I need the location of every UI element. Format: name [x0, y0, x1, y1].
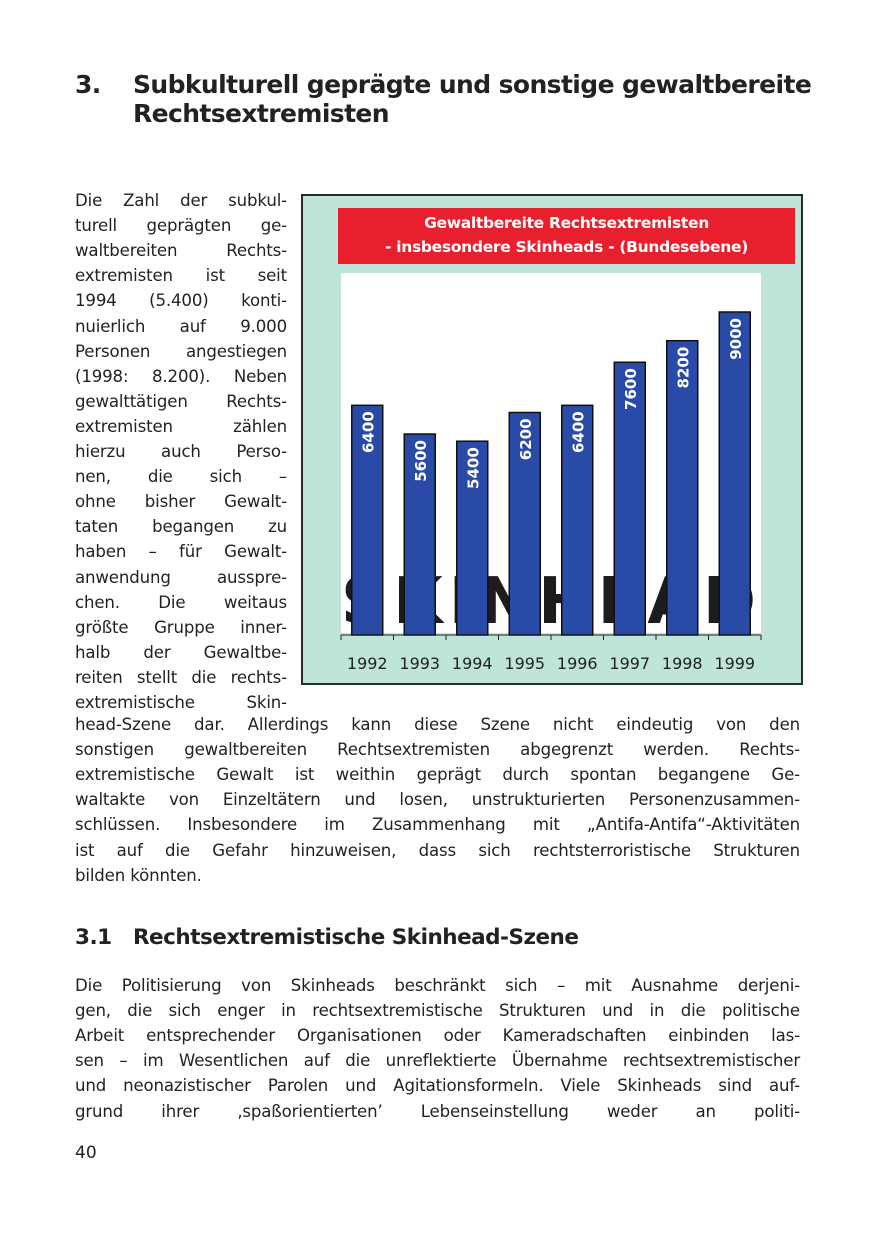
subsection-heading: 3.1 Rechtsextremistische Skinhead-Szene [75, 925, 579, 950]
bar-value-label: 6400 [359, 411, 377, 453]
bar-1995 [508, 411, 541, 636]
text-line: und neonazistischer Parolen und Agitatio… [75, 1076, 800, 1096]
subsection-title: Rechtsextremistische Skinhead-Szene [133, 925, 579, 950]
bar-value-label: 6400 [569, 411, 587, 453]
text-line: nuierlich auf 9.000 [75, 316, 287, 336]
text-line: 1994 (5.400) konti- [75, 291, 287, 311]
text-line: gen, die sich enger in rechtsextremistis… [75, 1001, 800, 1021]
bar-value-label: 6200 [517, 418, 535, 460]
text-line: extremisten zählen [75, 416, 287, 436]
chart-plot: 6400 1992 5600 1993 5400 1994 6200 1995 6400 1996… [340, 311, 762, 673]
bar-1997 [613, 361, 646, 636]
x-tick-label: 1992 [347, 654, 388, 673]
text-line: Die Politisierung von Skinheads beschrän… [75, 976, 800, 995]
text-line: (1998: 8.200). Neben [75, 366, 287, 386]
text-line: Die Zahl der subkul- [75, 191, 287, 210]
bar-value-label: 5600 [412, 440, 430, 482]
bar-chart: Gewaltbereite Rechtsextremisten - insbes… [301, 194, 803, 685]
text-line: taten begangen zu [75, 517, 287, 537]
section-title: Subkulturell geprägte und sonstige gewal… [133, 70, 812, 128]
text-line: waltbereiten Rechts- [75, 241, 287, 261]
text-line: haben – für Gewalt- [75, 542, 287, 562]
text-line: hierzu auch Perso- [75, 442, 287, 461]
chart-title: Gewaltbereite Rechtsextremisten - insbes… [338, 208, 795, 264]
text-line: reiten stellt die rechts- [75, 667, 287, 687]
text-line: waltakte von Einzeltätern und losen, uns… [75, 790, 800, 810]
text-line: halb der Gewaltbe- [75, 642, 287, 662]
text-line: nen, die sich – [75, 467, 287, 487]
text-line: sen – im Wesentlichen auf die unreflekti… [75, 1051, 800, 1071]
text-line: anwendung ausspre- [75, 567, 287, 587]
chart-title-line2: - insbesondere Skinheads - (Bundesebene) [384, 238, 748, 256]
x-tick-label: 1999 [714, 654, 755, 673]
text-line: extremisten ist seit [75, 266, 287, 286]
text-line: bilden könnten. [75, 865, 202, 885]
bar-1998 [666, 339, 699, 636]
text-line: größte Gruppe inner- [75, 617, 287, 637]
bar-1992 [351, 404, 384, 636]
text-line: Arbeit entsprechender Organisationen ode… [75, 1026, 800, 1046]
text-line: sonstigen gewaltbereiten Rechtsextremist… [75, 740, 800, 760]
bar-value-label: 7600 [622, 368, 640, 410]
section-number: 3. [75, 70, 101, 99]
chart-title-line1: Gewaltbereite Rechtsextremisten [424, 214, 709, 232]
text-line: ohne bisher Gewalt- [75, 492, 287, 512]
x-tick-label: 1994 [452, 654, 493, 673]
text-line: head-Szene dar. Allerdings kann diese Sz… [75, 715, 800, 734]
x-tick-label: 1996 [557, 654, 598, 673]
x-tick-label: 1997 [609, 654, 650, 673]
text-line: extremistische Gewalt ist weithin gepräg… [75, 765, 800, 785]
bar-value-label: 5400 [464, 447, 482, 489]
bar-1994 [456, 440, 489, 636]
x-tick-label: 1995 [504, 654, 545, 673]
subsection-number: 3.1 [75, 925, 112, 950]
bar-value-label: 8200 [674, 347, 692, 389]
text-line: grund ihrer ‚spaßorientierten’ Lebensein… [75, 1101, 800, 1121]
text-line: ist auf die Gefahr hinzuweisen, dass sic… [75, 840, 800, 860]
x-tick-label: 1993 [399, 654, 440, 673]
page-number: 40 [75, 1143, 97, 1163]
text-line: turell geprägten ge- [75, 216, 287, 236]
bar-value-label: 9000 [727, 318, 745, 360]
bar-1999 [718, 311, 751, 636]
text-line: schlüssen. Insbesondere im Zusammenhang … [75, 815, 800, 835]
text-line: extremistische Skin- [75, 693, 287, 712]
text-line: Personen angestiegen [75, 341, 287, 361]
x-tick-label: 1998 [662, 654, 703, 673]
bar-1996 [561, 404, 594, 636]
text-line: gewalttätigen Rechts- [75, 391, 287, 411]
bar-1993 [403, 433, 436, 636]
text-line: chen. Die weitaus [75, 592, 287, 612]
